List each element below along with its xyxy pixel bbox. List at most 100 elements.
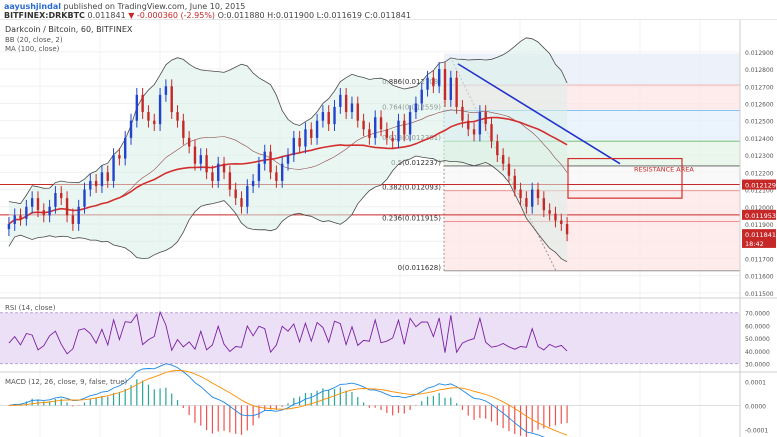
candle-body	[362, 120, 365, 130]
main-pane-title: Darkcoin / Bitcoin, 60, BITFINEX	[5, 25, 133, 34]
change-arrow-icon: ▼	[128, 11, 135, 20]
published-text: published on TradingView.com, June 10, 2…	[63, 2, 246, 11]
candle-body	[420, 89, 423, 104]
rsi-tick-label: 60.0000	[745, 323, 770, 330]
price-tick-label: 0.012600	[745, 101, 774, 108]
candle-body	[519, 189, 522, 199]
candle-body	[135, 94, 139, 121]
last-price: 0.011841	[87, 11, 126, 20]
price-badge-label: 18:42	[745, 240, 764, 248]
candle-body	[246, 186, 249, 207]
price-badge-label: 0.011953	[745, 212, 776, 220]
candle-body	[123, 137, 127, 159]
candle-body	[391, 137, 394, 142]
candle-body	[257, 163, 261, 181]
candle-body	[42, 210, 45, 216]
rsi-pane: 70.0000 60.0000 50.0000 40.0000 30.0000	[0, 310, 770, 369]
candle-body	[193, 146, 197, 164]
price-tick-label: 0.012400	[745, 136, 774, 143]
candle-body	[344, 94, 348, 113]
candle-body	[13, 215, 16, 224]
fib-level-label: 0.5(0.012237)	[391, 159, 441, 167]
fib-level-label: 0.236(0.011915)	[382, 214, 441, 222]
candle-body	[251, 180, 255, 187]
candle-body	[310, 129, 313, 138]
candle-body	[269, 151, 272, 173]
candle-body	[36, 198, 40, 211]
candle-body	[48, 206, 51, 216]
candle-body	[565, 223, 569, 235]
candle-body	[222, 163, 226, 173]
candle-body	[228, 172, 232, 190]
fib-band	[444, 221, 740, 271]
candle-body	[490, 124, 493, 142]
candle-body	[496, 141, 499, 156]
price-badge-label: 0.011841	[745, 231, 776, 239]
candle-body	[437, 69, 441, 87]
price-tick-label: 0.012800	[745, 67, 774, 74]
candle-body	[263, 151, 266, 164]
price-tick-label: 0.011600	[745, 274, 774, 281]
candle-body	[7, 223, 11, 230]
candle-body	[368, 129, 371, 138]
candle-body	[379, 117, 383, 130]
fib-level-label: 0.382(0.012093)	[382, 184, 441, 192]
candle-body	[54, 192, 57, 207]
candle-body	[298, 137, 301, 147]
candle-body	[356, 103, 359, 121]
candle-body	[129, 120, 133, 138]
candle-body	[94, 180, 98, 187]
candle-body	[71, 215, 75, 224]
ma-indicator-label[interactable]: MA (100, close)	[5, 45, 60, 53]
price-tick-label: 0.012200	[745, 170, 774, 177]
candle-body	[455, 77, 458, 107]
candle-body	[147, 112, 150, 121]
resistance-area-box	[567, 157, 683, 199]
candle-body	[199, 155, 202, 164]
candle-body	[118, 155, 121, 159]
rsi-tick-label: 40.0000	[745, 349, 770, 356]
fib-band	[444, 190, 740, 222]
candle-body	[292, 137, 296, 156]
candle-body	[397, 120, 400, 142]
macd-tick-label: -0.0001	[745, 428, 768, 435]
publish-line: aayushjindal published on TradingView.co…	[4, 2, 245, 11]
candle-body	[449, 77, 453, 101]
macd-signal-line	[8, 369, 568, 436]
price-tick-label: 0.012700	[745, 84, 774, 91]
candle-body	[100, 172, 104, 187]
price-axis[interactable]: 0.012900 0.012800 0.012700 0.012600 0.012500…	[741, 20, 777, 298]
macd-label[interactable]: MACD (12, 26, close, 9, false, true)	[5, 378, 128, 386]
quote-line: BITFINEX:DRKBTC 0.011841 ▼ -0.000360 (-2…	[4, 11, 411, 20]
price-badge-label: 0.012129	[745, 182, 776, 190]
rsi-label[interactable]: RSI (14, close)	[5, 304, 56, 312]
candle-body	[187, 137, 191, 147]
price-tick-label: 0.011900	[745, 222, 774, 229]
candle-body	[112, 155, 115, 181]
candle-body	[30, 198, 34, 207]
candle-body	[205, 155, 208, 173]
publish-header: aayushjindal published on TradingView.co…	[0, 0, 777, 20]
bb-upper-line	[8, 37, 568, 205]
symbol-label[interactable]: BITFINEX:DRKBTC	[4, 11, 85, 20]
candle-body	[531, 189, 534, 207]
macd-tick-label: 0.0000	[745, 404, 766, 411]
author-link[interactable]: aayushjindal	[4, 2, 61, 11]
candle-body	[467, 120, 470, 130]
candle-body	[106, 172, 109, 181]
candle-body	[83, 189, 86, 207]
candle-body	[65, 198, 69, 216]
candle-body	[304, 129, 307, 147]
candle-body	[408, 112, 412, 135]
candle-body	[478, 112, 482, 135]
trading-chart[interactable]: 0.886(0.012708)0.764(0.012559)0.618(0.01…	[0, 20, 777, 437]
price-tick-label: 0.012300	[745, 153, 774, 160]
bb-lower-line	[8, 155, 568, 263]
candles	[7, 62, 569, 242]
price-badge	[742, 229, 776, 240]
candle-body	[327, 112, 330, 125]
bb-indicator-label[interactable]: BB (20, close, 2)	[5, 36, 63, 44]
price-badge	[742, 209, 776, 220]
candle-body	[286, 155, 290, 164]
candle-body	[548, 210, 551, 214]
